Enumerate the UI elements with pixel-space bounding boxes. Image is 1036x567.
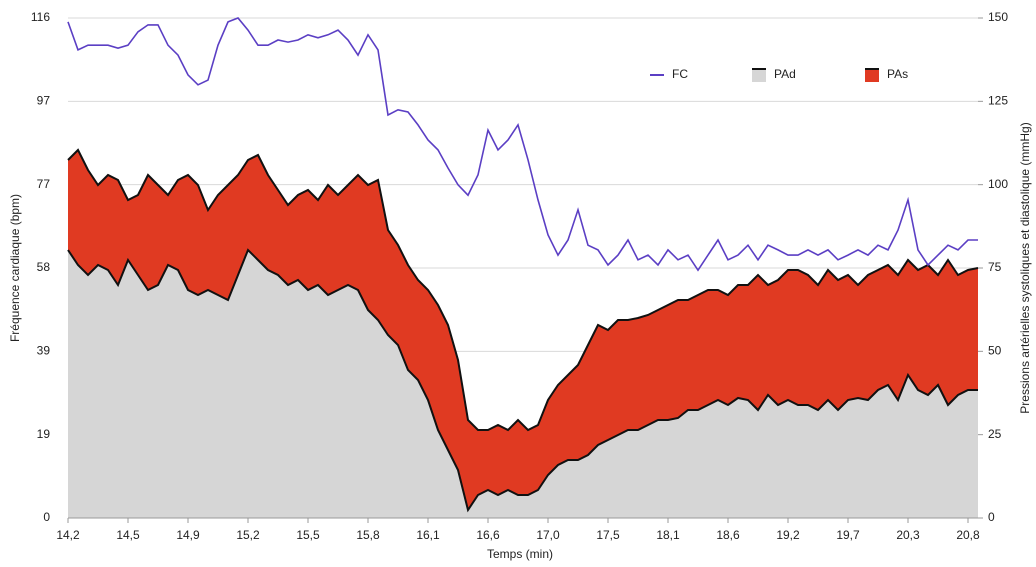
x-tick-label: 15,8 <box>356 528 380 542</box>
y-tick-label: 0 <box>43 510 50 524</box>
line <box>67 17 978 272</box>
y2-tick-label: 150 <box>988 10 1008 24</box>
y2-tick-label: 50 <box>988 344 1002 358</box>
legend-label: FC <box>672 67 688 81</box>
y-tick-label: 58 <box>37 260 51 274</box>
x-tick-label: 15,2 <box>236 528 260 542</box>
legend-swatch <box>865 68 879 82</box>
area-edge <box>67 248 978 513</box>
x-tick-label: 20,8 <box>956 528 980 542</box>
y2-tick-label: 75 <box>988 260 1002 274</box>
y-tick-label: 77 <box>37 177 51 191</box>
x-tick-label: 16,6 <box>476 528 500 542</box>
y-tick-label: 39 <box>37 343 51 357</box>
legend-swatch <box>752 68 766 82</box>
x-tick-label: 18,1 <box>656 528 680 542</box>
y-axis-label: Fréquence cardiaque (bpm) <box>8 194 22 342</box>
x-tick-label: 17,0 <box>536 528 560 542</box>
x-axis-label: Temps (min) <box>487 547 553 561</box>
x-tick-label: 20,3 <box>896 528 920 542</box>
y2-tick-label: 25 <box>988 427 1002 441</box>
y-tick-label: 19 <box>37 427 51 441</box>
area <box>68 250 978 518</box>
y-tick-label: 116 <box>31 10 50 24</box>
x-tick-label: 19,7 <box>836 528 860 542</box>
area-edge <box>67 148 979 432</box>
y2-tick-label: 0 <box>988 510 995 524</box>
x-tick-label: 16,1 <box>416 528 440 542</box>
y2-tick-label: 125 <box>988 94 1008 108</box>
x-tick-label: 19,2 <box>776 528 800 542</box>
x-tick-label: 15,5 <box>296 528 320 542</box>
x-tick-label: 14,2 <box>56 528 80 542</box>
x-tick-label: 14,9 <box>176 528 200 542</box>
x-tick-label: 14,5 <box>116 528 140 542</box>
legend-label: PAd <box>774 67 796 81</box>
x-tick-label: 17,5 <box>596 528 620 542</box>
y2-axis-label: Pressions artérielles systoliques et dia… <box>1018 122 1032 413</box>
legend-label: PAs <box>887 67 908 81</box>
y2-tick-label: 100 <box>988 177 1008 191</box>
x-tick-label: 18,6 <box>716 528 740 542</box>
y-tick-label: 97 <box>37 93 51 107</box>
